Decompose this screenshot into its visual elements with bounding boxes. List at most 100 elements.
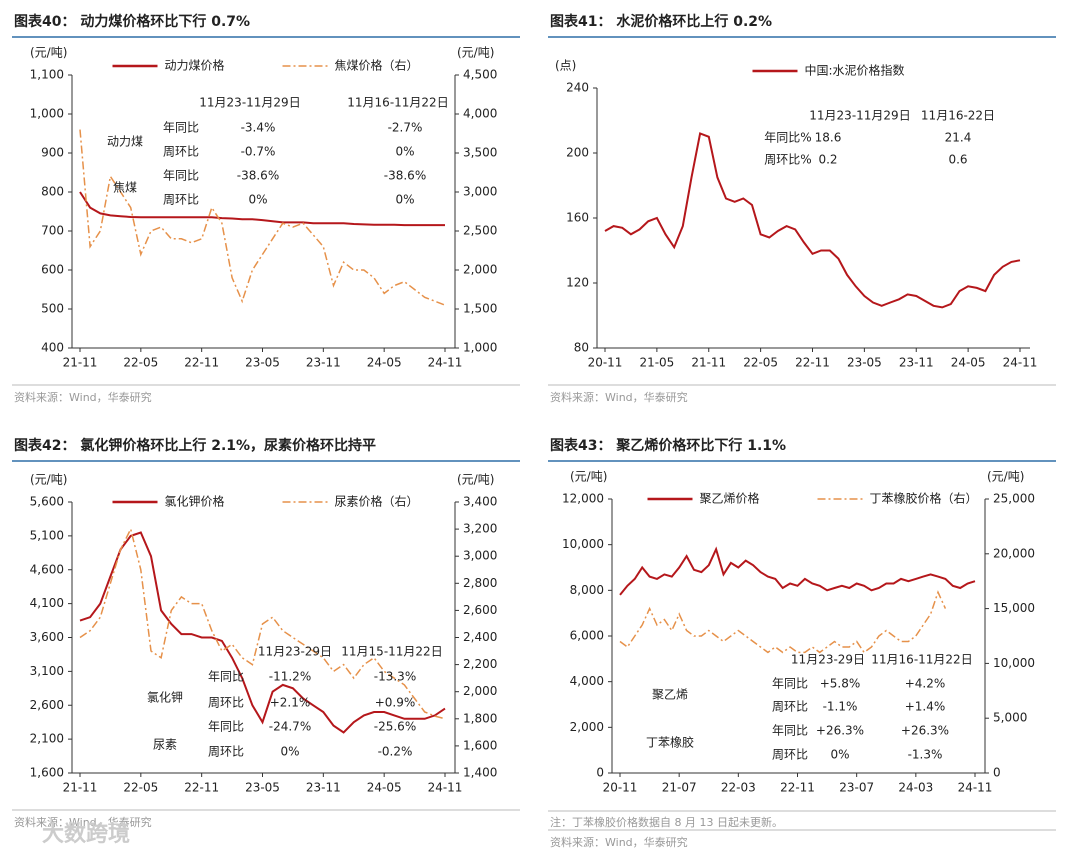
y2-tick-label: 2,400 — [463, 630, 497, 644]
y-tick-label: 240 — [566, 81, 589, 95]
x-tick-label: 24-11 — [428, 781, 463, 795]
table-label: 年同比% — [764, 131, 811, 145]
table-value: +26.3% — [901, 724, 949, 738]
y2-unit: (元/吨) — [987, 470, 1024, 484]
y2-tick-label: 2,600 — [463, 603, 497, 617]
table-value: -3.4% — [241, 121, 276, 135]
table-value: +2.1% — [270, 696, 311, 710]
chart-title: 图表42： 氯化钾价格环比上行 2.1%，尿素价格环比持平 — [14, 437, 376, 454]
series-line — [79, 526, 446, 720]
table-group: 丁苯橡胶 — [646, 735, 694, 750]
y-tick-label: 600 — [41, 263, 64, 277]
x-tick-label: 23-05 — [245, 781, 280, 795]
table-value: +4.2% — [905, 677, 946, 691]
table-label: 年同比 — [163, 169, 199, 183]
table-group: 聚乙烯 — [652, 688, 688, 702]
y-tick-label: 900 — [41, 146, 64, 160]
x-tick-label: 23-05 — [245, 356, 280, 370]
y-tick-label: 120 — [566, 276, 589, 290]
series-line — [79, 129, 446, 306]
y2-tick-label: 2,200 — [463, 657, 497, 671]
y-unit: (点) — [555, 59, 576, 73]
series-line — [619, 546, 976, 596]
chart-title: 图表41： 水泥价格环比上行 0.2% — [550, 13, 772, 30]
y2-tick-label: 0 — [993, 766, 1001, 780]
y2-tick-label: 1,500 — [463, 302, 497, 316]
table-value: 18.6 — [815, 131, 842, 145]
x-tick-label: 22-03 — [721, 781, 756, 795]
table-group: 氯化钾 — [147, 691, 183, 705]
y-tick-label: 12,000 — [562, 492, 604, 506]
table-value: -2.7% — [388, 121, 423, 135]
note: 注：丁苯橡胶价格数据自 8 月 13 日起未更新。 — [550, 815, 783, 829]
y2-tick-label: 20,000 — [993, 546, 1035, 560]
x-tick-label: 22-11 — [184, 356, 219, 370]
y2-tick-label: 1,400 — [463, 766, 497, 780]
x-tick-label: 24-11 — [958, 781, 993, 795]
y-tick-label: 2,100 — [30, 732, 64, 746]
y2-tick-label: 2,000 — [463, 684, 497, 698]
table-label: 周环比 — [772, 700, 808, 714]
table-label: 年同比 — [208, 670, 244, 684]
x-tick-label: 20-11 — [588, 356, 623, 370]
y2-tick-label: 2,500 — [463, 224, 497, 238]
y-tick-label: 4,100 — [30, 596, 64, 610]
table-value: +5.8% — [820, 677, 861, 691]
y-tick-label: 2,000 — [570, 720, 604, 734]
table-label: 周环比% — [764, 153, 811, 167]
y-tick-label: 80 — [574, 341, 589, 355]
x-tick-label: 22-05 — [743, 356, 778, 370]
table-label: 年同比 — [772, 677, 808, 691]
x-tick-label: 22-05 — [123, 781, 158, 795]
y2-tick-label: 1,800 — [463, 711, 497, 725]
x-tick-label: 21-07 — [662, 781, 697, 795]
table-header: 11月23-11月29日 — [199, 96, 300, 110]
y2-tick-label: 4,000 — [463, 107, 497, 121]
series-line — [79, 191, 445, 227]
watermark: 大数跨境 — [42, 821, 130, 847]
y-tick-label: 10,000 — [562, 537, 604, 551]
y2-tick-label: 10,000 — [993, 656, 1035, 670]
y-tick-label: 1,000 — [30, 107, 64, 121]
table-label: 周环比 — [208, 745, 244, 759]
legend-label: 动力煤价格 — [165, 58, 225, 73]
x-tick-label: 24-11 — [428, 356, 463, 370]
source: 资料来源：Wind，华泰研究 — [550, 390, 688, 404]
table-label: 年同比 — [208, 720, 244, 734]
y-tick-label: 0 — [596, 766, 604, 780]
y2-tick-label: 25,000 — [993, 492, 1035, 506]
legend-label: 丁苯橡胶价格（右） — [870, 491, 978, 506]
table-value: -11.2% — [269, 670, 311, 684]
x-tick-label: 23-11 — [306, 781, 341, 795]
x-tick-label: 22-11 — [184, 781, 219, 795]
series-line — [619, 590, 947, 654]
legend-label: 尿素价格（右） — [335, 494, 419, 509]
y2-tick-label: 3,500 — [463, 146, 497, 160]
source: 资料来源：Wind，华泰研究 — [550, 835, 688, 849]
y-tick-label: 160 — [566, 211, 589, 225]
legend-label: 聚乙烯价格 — [700, 491, 760, 506]
table-value: -13.3% — [374, 670, 416, 684]
table-value: -1.1% — [823, 700, 858, 714]
y-tick-label: 400 — [41, 341, 64, 355]
y-tick-label: 200 — [566, 146, 589, 160]
y-tick-label: 5,600 — [30, 495, 64, 509]
table-value: 0% — [830, 748, 849, 762]
table-value: -38.6% — [384, 169, 426, 183]
y2-tick-label: 3,000 — [463, 185, 497, 199]
y-tick-label: 8,000 — [570, 583, 604, 597]
legend-label: 中国:水泥价格指数 — [805, 63, 905, 78]
y-tick-label: 800 — [41, 185, 64, 199]
y2-tick-label: 3,400 — [463, 495, 497, 509]
x-tick-label: 24-05 — [367, 356, 402, 370]
table-group: 尿素 — [153, 738, 177, 752]
series-line — [604, 132, 1021, 309]
table-label: 周环比 — [163, 193, 199, 207]
source: 资料来源：Wind，华泰研究 — [14, 815, 152, 829]
table-value: +0.9% — [375, 696, 416, 710]
y-tick-label: 5,100 — [30, 528, 64, 542]
y2-unit: (元/吨) — [457, 473, 494, 487]
y2-tick-label: 4,500 — [463, 68, 497, 82]
y-tick-label: 2,600 — [30, 698, 64, 712]
y2-tick-label: 1,600 — [463, 738, 497, 752]
